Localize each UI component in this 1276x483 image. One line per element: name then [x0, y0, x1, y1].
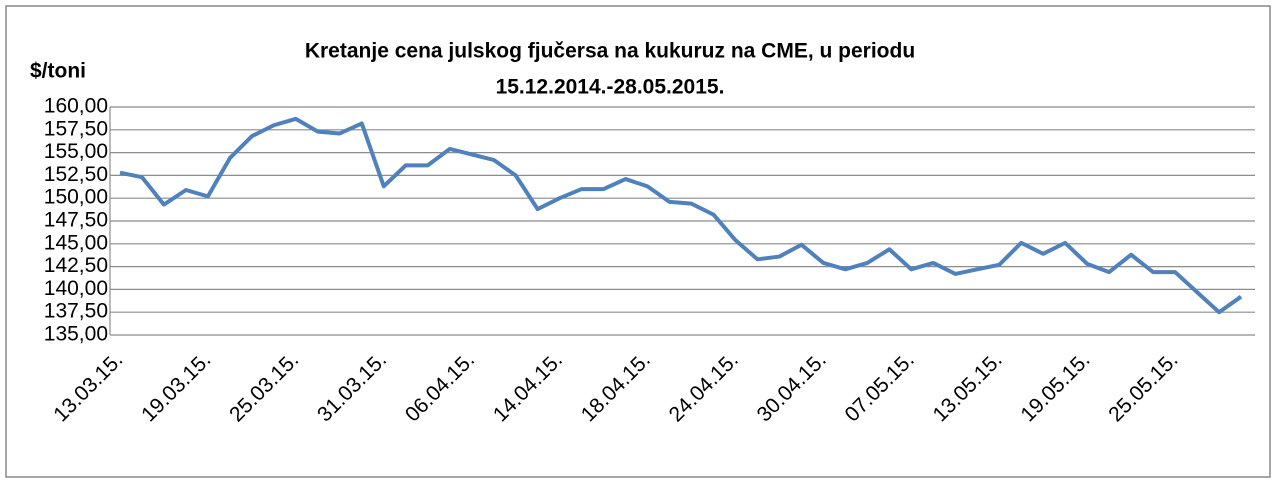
y-axis-label: $/toni	[30, 60, 86, 83]
chart-frame	[5, 5, 1271, 478]
y-tick-label: 152,50	[44, 163, 108, 186]
y-tick-label: 157,50	[44, 117, 108, 140]
y-tick-label: 155,00	[44, 140, 108, 163]
y-tick-label: 150,00	[44, 186, 108, 209]
y-tick-label: 135,00	[44, 323, 108, 346]
data-line	[119, 116, 1243, 315]
chart-title: Kretanje cena julskog fjučersa na kukuru…	[305, 40, 915, 63]
y-tick-label: 137,50	[44, 300, 108, 323]
y-tick-label: 142,50	[44, 254, 108, 277]
chart-title: 15.12.2014.-28.05.2015.	[496, 76, 725, 99]
y-tick-label: 147,50	[44, 209, 108, 232]
y-tick-label: 160,00	[44, 95, 108, 118]
y-tick-label: 140,00	[44, 277, 108, 300]
y-tick-label: 145,00	[44, 231, 108, 254]
